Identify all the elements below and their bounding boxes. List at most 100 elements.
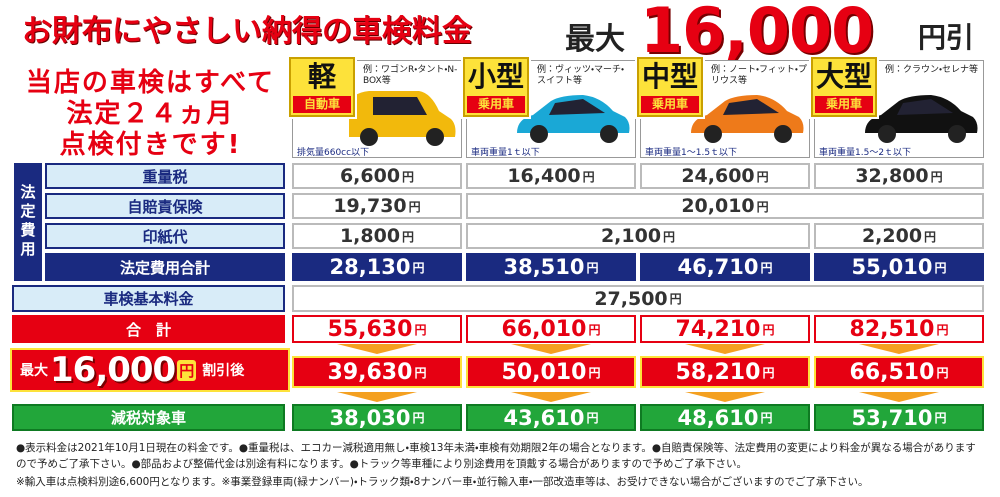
price-cell: 32,800 円 bbox=[814, 163, 984, 189]
car-kind: 乗用車 bbox=[467, 96, 525, 113]
yen: 円 bbox=[924, 229, 937, 244]
yen: 円 bbox=[414, 322, 427, 337]
price: 32,800 bbox=[855, 165, 929, 187]
yen: 円 bbox=[586, 411, 599, 425]
yen: 円 bbox=[412, 260, 425, 275]
price: 82,510 bbox=[849, 316, 935, 342]
discount-after: 割引後 bbox=[202, 363, 245, 379]
tax-price: 53,710 円 bbox=[814, 404, 984, 431]
yen: 円 bbox=[930, 169, 943, 184]
car-image bbox=[349, 91, 456, 146]
discount-price: 58,210 円 bbox=[640, 356, 810, 388]
legal-fees-label: 法定費用 bbox=[14, 163, 42, 281]
yen: 円 bbox=[936, 365, 949, 380]
price-cell: 20,010 円 bbox=[466, 193, 984, 219]
car-image bbox=[691, 95, 804, 143]
price: 16,400 bbox=[507, 165, 581, 187]
price-cell: 82,510 円 bbox=[814, 315, 984, 343]
tax-label: 減税対象車 bbox=[12, 404, 285, 431]
price-cell: 24,600 円 bbox=[640, 163, 810, 189]
row-label: 重量税 bbox=[45, 163, 285, 189]
price: 48,610 bbox=[677, 405, 759, 430]
yen: 円 bbox=[408, 199, 421, 214]
car-image bbox=[865, 95, 978, 143]
price: 43,610 bbox=[503, 405, 585, 430]
price: 74,210 bbox=[675, 316, 761, 342]
row-label: 法定費用合計 bbox=[45, 253, 285, 281]
price: 39,630 bbox=[327, 359, 413, 385]
price: 53,710 bbox=[851, 405, 933, 430]
tagline: 点検付きです! bbox=[59, 130, 242, 160]
discount-amount: 16,000 bbox=[50, 350, 176, 390]
tagline: 当店の車検はすべて bbox=[25, 68, 276, 98]
car-badge: 小型 乗用車 bbox=[463, 57, 529, 117]
max-amount: 16,000 bbox=[640, 0, 874, 67]
car-box: 軽自動車 例：ワゴンR・タント・N-BOX等 排気量660cc以下 bbox=[289, 57, 462, 158]
price: 28,130 bbox=[329, 255, 411, 279]
price-cell: 46,710 円 bbox=[640, 253, 810, 281]
note: ※輸入車は点検料別途6,600円となります。※事業登録車両(緑ナンバー)・トラッ… bbox=[16, 476, 869, 488]
car-box: 中型乗用車 例：ノート・フィット・プリウス等車両重量1～1.5ｔ以下 bbox=[637, 57, 810, 158]
price-cell: 2,100 円 bbox=[466, 223, 810, 249]
arrow bbox=[685, 344, 765, 354]
price-cell: 6,600 円 bbox=[292, 163, 462, 189]
price: 58,210 bbox=[675, 359, 761, 385]
car-spec: 車両重量1ｔ以下 bbox=[471, 148, 540, 158]
price: 20,010 bbox=[681, 195, 755, 217]
tagline: 法定２４ヵ月 bbox=[66, 99, 235, 129]
yen: 円 bbox=[588, 365, 601, 380]
price: 38,030 bbox=[329, 405, 411, 430]
arrow bbox=[859, 344, 939, 354]
car-kind: 自動車 bbox=[293, 96, 351, 113]
price: 2,200 bbox=[861, 225, 923, 247]
car-spec: 車両重量1～1.5ｔ以下 bbox=[645, 148, 738, 158]
yen: 円 bbox=[586, 260, 599, 275]
car-class: 中型 bbox=[641, 60, 698, 93]
row-label: 車検基本料金 bbox=[12, 285, 285, 312]
price: 50,010 bbox=[501, 359, 587, 385]
price: 27,500 bbox=[594, 287, 668, 310]
tax-price: 48,610 円 bbox=[640, 404, 810, 431]
price: 2,100 bbox=[600, 225, 662, 247]
car-kind: 乗用車 bbox=[815, 96, 873, 113]
price: 19,730 bbox=[333, 195, 407, 217]
price-cell: 74,210 円 bbox=[640, 315, 810, 343]
price-cell: 28,130 円 bbox=[292, 253, 462, 281]
price: 66,510 bbox=[849, 359, 935, 385]
yen: 円 bbox=[756, 169, 769, 184]
car-badge: 軽自動車 bbox=[289, 57, 355, 117]
price: 55,630 bbox=[327, 316, 413, 342]
arrow bbox=[337, 344, 417, 354]
car-class: 小型 bbox=[467, 60, 524, 93]
yen: 円 bbox=[588, 322, 601, 337]
discount-label: 最大 16,000 円割引後 bbox=[10, 348, 290, 392]
price: 55,010 bbox=[851, 255, 933, 279]
arrow bbox=[511, 344, 591, 354]
yen: 円 bbox=[762, 322, 775, 337]
car-badge: 大型 乗用車 bbox=[811, 57, 877, 117]
arrow bbox=[685, 392, 765, 402]
yen: 円 bbox=[402, 169, 415, 184]
car-box: 大型 乗用車 例：クラウン・セレナ等 車両重量1.5～2ｔ以下 bbox=[811, 57, 984, 158]
price: 46,710 bbox=[677, 255, 759, 279]
price: 1,800 bbox=[339, 225, 401, 247]
tax-price: 38,030 円 bbox=[292, 404, 462, 431]
row-label: 合 計 bbox=[12, 315, 285, 343]
arrow bbox=[337, 392, 417, 402]
yen: 円 bbox=[934, 260, 947, 275]
car-class: 軽 bbox=[307, 60, 336, 93]
discount-max: 最大 bbox=[20, 363, 48, 379]
yen: 円 bbox=[414, 365, 427, 380]
car-class: 大型 bbox=[815, 60, 872, 93]
price-cell: 55,630 円 bbox=[292, 315, 462, 343]
price: 24,600 bbox=[681, 165, 755, 187]
car-example: 例：ワゴンR・タント・N-BOX等 bbox=[363, 65, 458, 86]
car-kind: 乗用車 bbox=[641, 96, 699, 113]
price-cell: 27,500 円 bbox=[292, 285, 984, 312]
price-cell: 38,510 円 bbox=[466, 253, 636, 281]
car-example: 例：ヴィッツ・マーチ・スイフト等 bbox=[537, 65, 625, 86]
price-cell: 2,200 円 bbox=[814, 223, 984, 249]
discount-price: 50,010 円 bbox=[466, 356, 636, 388]
yen: 円 bbox=[760, 411, 773, 425]
car-example: 例：ノート・フィット・プリウス等 bbox=[711, 65, 807, 86]
